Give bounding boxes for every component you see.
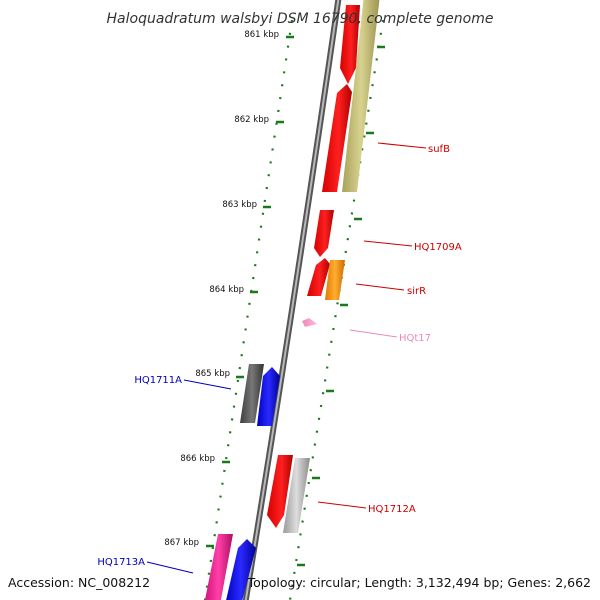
tick-label: 862 kbp [234, 115, 269, 125]
gene-pink-HQt17 [302, 318, 317, 327]
gene-label-sufB[interactable]: sufB [428, 144, 450, 155]
topology-text: Topology: circular; Length: 3,132,494 bp… [247, 575, 591, 590]
gene-blue-HQ1711A [257, 367, 280, 426]
gene-olive-sufB [342, 0, 380, 192]
gene-red-1 [340, 5, 360, 84]
genome-backbone-highlight [244, 0, 340, 600]
gene-features [204, 0, 380, 600]
gene-red-2 [307, 258, 330, 296]
major-tick-marks [206, 35, 294, 548]
tick-label: 863 kbp [222, 200, 257, 210]
gene-magenta-HQ1713A [204, 534, 233, 600]
gene-red-HQ1712A [267, 455, 293, 528]
accession-text: Accession: NC_008212 [8, 575, 150, 590]
gene-red-HQ1709A [314, 210, 334, 257]
tick-label: 867 kbp [164, 538, 199, 548]
gene-lightgray-HQ1712A [283, 458, 310, 533]
gene-label-HQ1711A[interactable]: HQ1711A [134, 375, 182, 386]
gene-blue-HQ1713A [226, 539, 256, 600]
gene-gray-HQ1711A [240, 364, 264, 423]
map-title: Haloquadratum walsbyi DSM 16790, complet… [107, 11, 494, 27]
tick-label: 866 kbp [180, 454, 215, 464]
gene-labels: sufB HQ1709A sirR HQt17 HQ1711A HQ1712A … [97, 144, 462, 568]
gene-label-HQt17[interactable]: HQt17 [399, 333, 431, 344]
gene-label-leaders [146, 142, 427, 574]
tick-labels: 861 kbp 862 kbp 863 kbp 864 kbp 865 kbp … [164, 30, 279, 548]
gene-red-sufB [322, 84, 352, 192]
inner-dotted-track [203, 19, 294, 600]
tick-label: 861 kbp [244, 30, 279, 40]
tick-label: 865 kbp [195, 369, 230, 379]
gene-label-HQ1713A[interactable]: HQ1713A [97, 557, 145, 568]
gene-orange-sirR [325, 260, 345, 300]
tick-label: 864 kbp [209, 285, 244, 295]
gene-label-HQ1709A[interactable]: HQ1709A [414, 242, 462, 253]
gene-label-HQ1712A[interactable]: HQ1712A [368, 504, 416, 515]
gene-label-sirR[interactable]: sirR [407, 286, 426, 297]
outer-major-tick-marks [297, 45, 385, 567]
